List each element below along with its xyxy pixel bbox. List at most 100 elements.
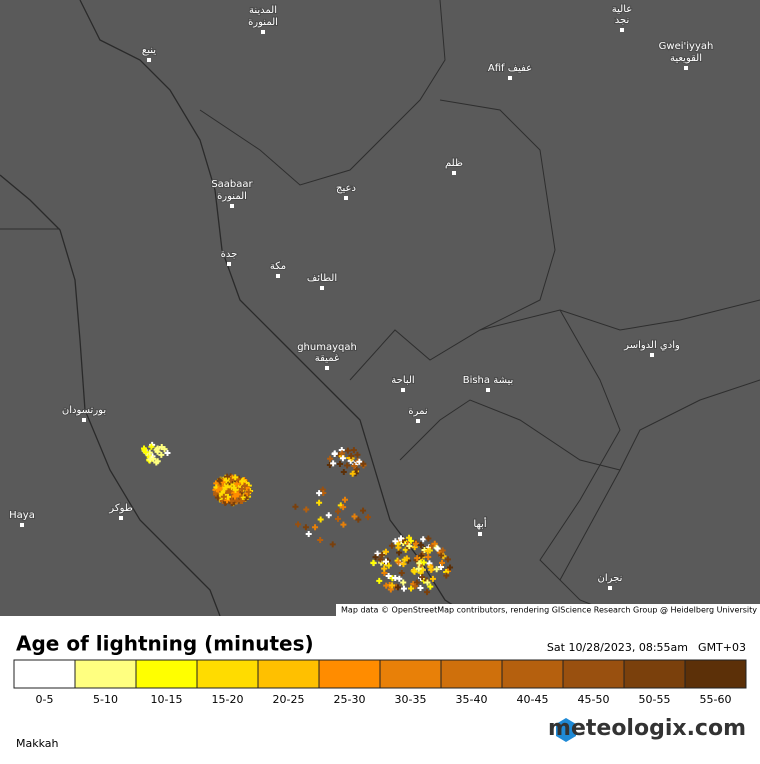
brand-logo [556,718,576,742]
attribution-bg [336,604,760,616]
place-label: نمرة [408,406,427,417]
lightning-strike [351,513,358,520]
lightning-strike [336,460,343,467]
legend-label: 0-5 [36,693,54,706]
lightning-strike [216,477,223,484]
place-label: الطائف [307,273,337,284]
lightning-strike [158,443,165,450]
lightning-strike [392,538,399,545]
place-label: الباحة [391,375,414,386]
lightning-strike [427,563,434,570]
lightning-strike [395,544,402,551]
lightning-strike [406,534,413,541]
lightning-strike [372,554,379,561]
lightning-strike [439,547,446,554]
lightning-strike [403,555,410,562]
lightning-strike [154,448,161,455]
lightning-strike [429,575,436,582]
lightning-strike [231,493,238,500]
lightning-strike [408,585,415,592]
place-label: وادي الدواسر [623,340,680,351]
legend-swatch [257,659,320,689]
lightning-strike [438,552,445,559]
lightning-strike [317,516,324,523]
place-label: Bisha بيشة [463,375,514,386]
region: Makkah [16,737,59,750]
legend-swatch [501,659,564,689]
place-dot [20,523,24,527]
place-label: ينبع [142,45,156,56]
timestamp: Sat 10/28/2023, 08:55am [547,641,688,654]
legend-label: 35-40 [456,693,488,706]
lightning-strike [417,541,424,548]
lightning-strike [344,462,351,469]
lightning-strike [331,450,338,457]
lightning-strike [295,521,302,528]
place-dot [452,171,456,175]
lightning-strike [232,486,239,493]
place-dot [82,418,86,422]
lightning-strike [326,461,333,468]
place-dot [276,274,280,278]
lightning-strike [303,506,310,513]
place-label: Saabaar [211,179,253,190]
lightning-strike [348,452,355,459]
place-label: مكة [270,261,286,272]
lightning-strike [148,443,155,450]
lightning-strike [355,516,362,523]
place-label: دعيج [336,183,356,194]
lightning-strike [292,503,299,510]
lightning-strike [396,549,403,556]
lightning-strike [418,552,425,559]
lightning-strike [443,572,450,579]
lightning-strike [340,468,347,475]
lightning-strike [330,460,337,467]
lightning-strike [424,579,431,586]
lightning-strike [433,566,440,573]
lightning-strike [164,450,171,457]
lightning-strike [353,466,360,473]
lightning-strike [364,514,371,521]
place-label: المنورة [217,191,247,202]
lightning-strike [222,484,229,491]
place-dot [620,28,624,32]
lightning-strike [360,460,367,467]
lightning-strike [425,535,432,542]
lightning-strike [305,531,312,537]
place-label: Gwei'iyyah [659,41,714,52]
place-dot [486,388,490,392]
lightning-strike [316,499,323,506]
lightning-strike [396,575,403,582]
lightning-strike [379,551,386,558]
lightning-strike [444,556,451,563]
lightning-strike [158,451,165,458]
lightning-strike [225,488,232,495]
lightning-strike [223,477,230,484]
place-dot [344,196,348,200]
lightning-strike [398,535,405,542]
lightning-strike [214,494,221,501]
lightning-strike [431,540,438,547]
lightning-strike [413,579,420,586]
lightning-strike [142,449,149,456]
place-label: طوكر [108,503,132,514]
place-dot [401,388,405,392]
place-dot [608,586,612,590]
lightning-strike [220,493,227,500]
lightning-strike [420,536,427,543]
legend-swatch [135,659,198,689]
lightning-strike [395,584,402,591]
lightning-strike [241,482,248,489]
lightning-strike [239,478,246,485]
lightning-strike [340,504,347,511]
lightning-strikes [141,441,454,596]
lightning-strike [388,542,395,549]
place-label: القويعية [670,53,702,64]
brand: meteologix.com [548,716,746,741]
place-label: المنورة [248,17,278,28]
legend-label: 40-45 [517,693,549,706]
attribution: Map data © OpenStreetMap contributors, r… [341,606,757,615]
lightning-strike [381,565,388,572]
legend-label: 30-35 [395,693,427,706]
